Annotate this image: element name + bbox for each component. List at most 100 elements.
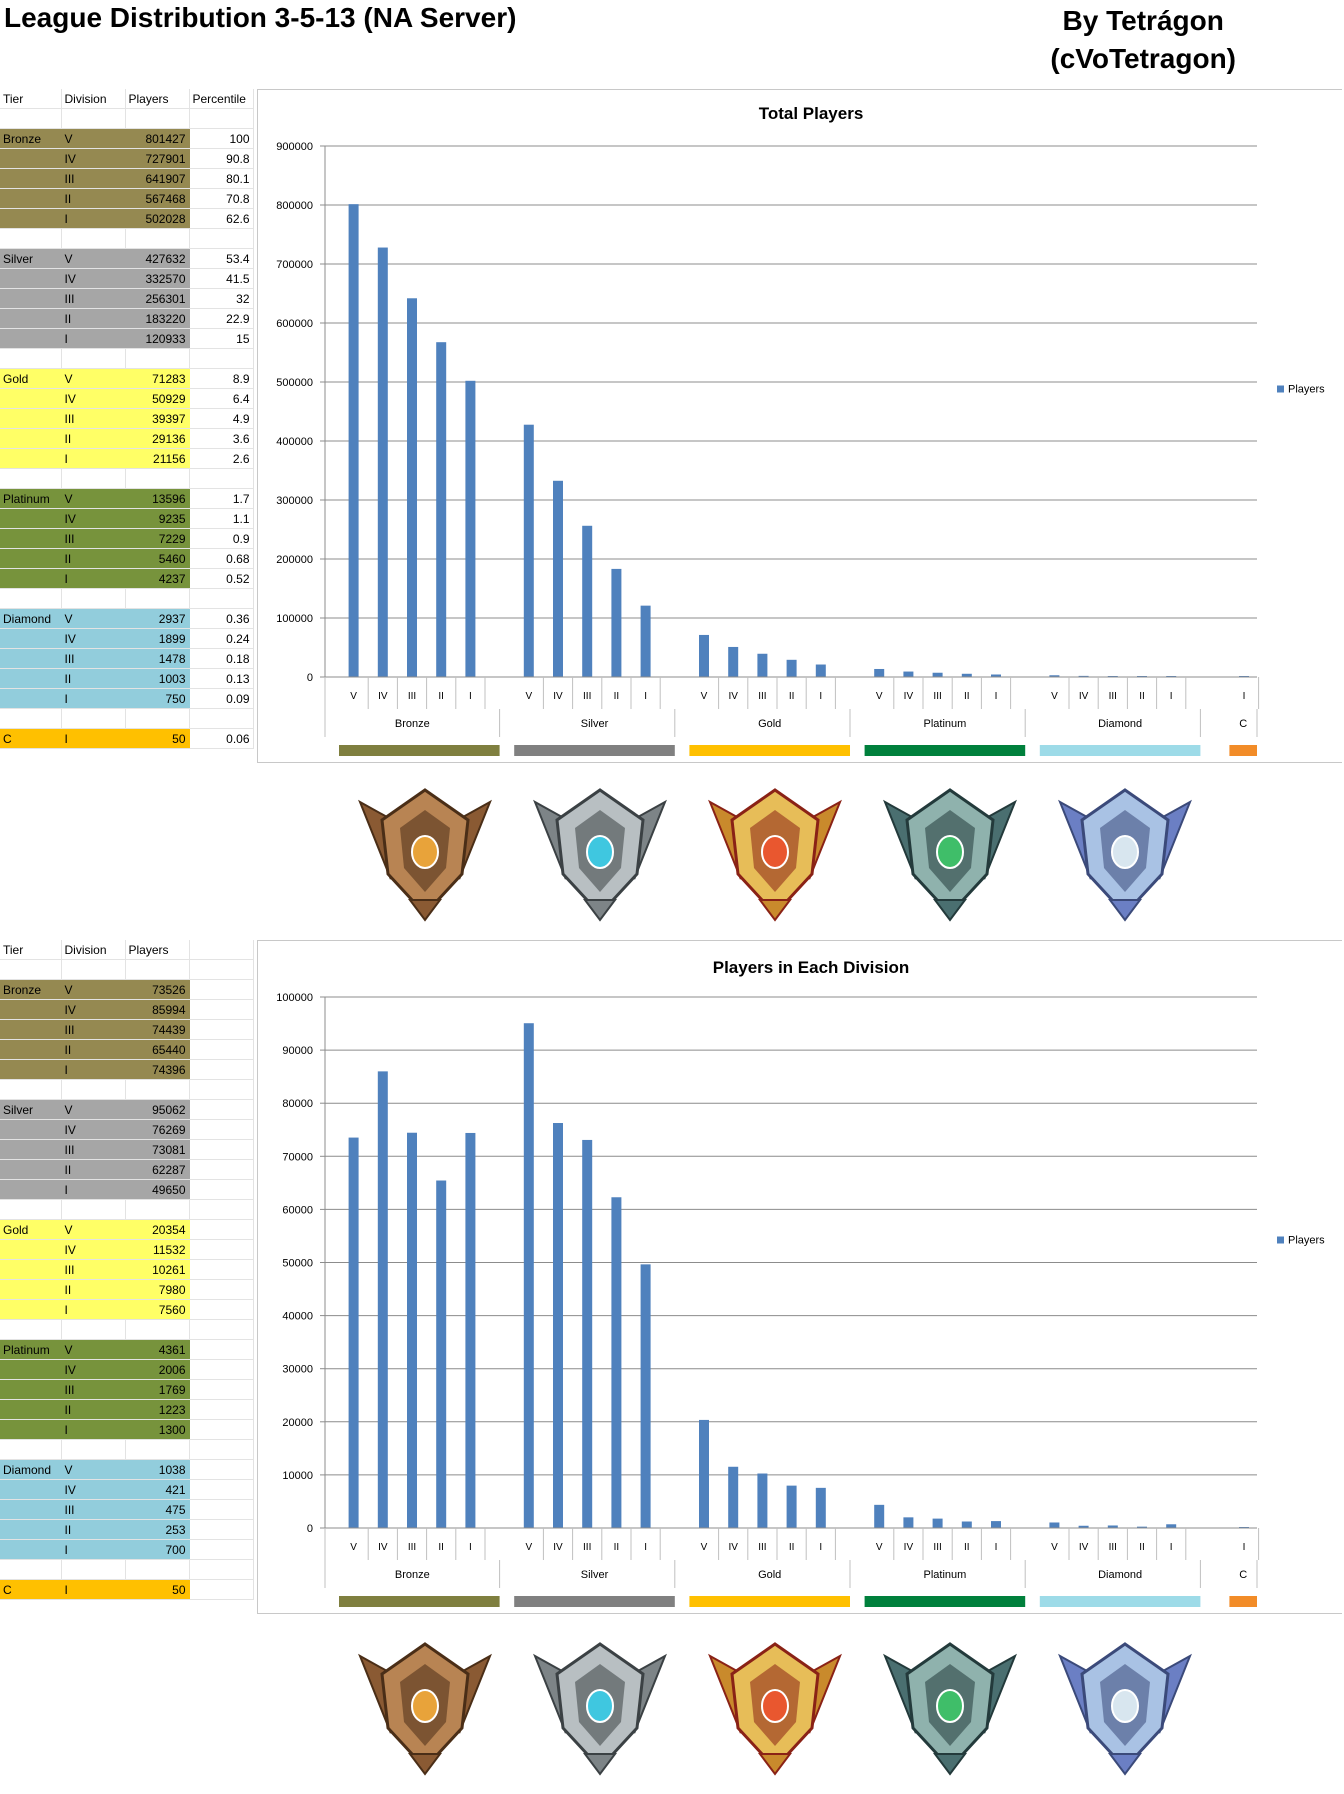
x-tick-label: II	[1139, 1542, 1145, 1553]
silver-emblem-icon	[525, 1636, 675, 1776]
bar	[640, 1264, 651, 1528]
division-cell: I	[61, 1539, 126, 1560]
tier-color-band	[689, 1596, 850, 1607]
players-cell: 50	[125, 1579, 190, 1600]
x-tick-label: IV	[378, 1542, 388, 1553]
bar	[815, 1487, 826, 1528]
empty-cell	[189, 1539, 254, 1560]
division-cell: IV	[61, 1239, 126, 1260]
tier-cell	[0, 388, 62, 409]
tier-color-band	[864, 1596, 1026, 1607]
bar	[582, 1139, 593, 1528]
players-cell: 2937	[125, 608, 190, 629]
percentile-cell: 100	[189, 128, 254, 149]
table-row: IV 332570 41.5	[0, 268, 254, 289]
y-tick-label: 100000	[276, 992, 313, 1004]
bar	[348, 1137, 359, 1528]
x-tick-label: II	[1139, 691, 1145, 702]
table-row: IV 9235 1.1	[0, 508, 254, 529]
tier-cell	[0, 1139, 62, 1160]
tier-cell	[0, 148, 62, 169]
diamond-emblem-icon	[1050, 1636, 1200, 1776]
y-tick-label: 30000	[282, 1364, 313, 1376]
division-cell: I	[61, 1419, 126, 1440]
division-cell: IV	[61, 148, 126, 169]
division-cell: I	[61, 688, 126, 709]
x-tick-label: V	[701, 691, 708, 702]
bar	[611, 568, 622, 677]
percentile-cell: 80.1	[189, 168, 254, 189]
empty-cell	[189, 1479, 254, 1500]
x-tick-label: II	[614, 1542, 620, 1553]
x-tick-label: V	[1051, 1542, 1058, 1553]
division-cell: III	[61, 648, 126, 669]
percentile-cell: 1.1	[189, 508, 254, 529]
chart-title: Players in Each Division	[713, 958, 910, 977]
table-row: Gold V 20354	[0, 1219, 254, 1240]
percentile-cell: 3.6	[189, 428, 254, 449]
division-cell: III	[61, 1259, 126, 1280]
y-tick-label: 0	[307, 672, 313, 684]
y-tick-label: 500000	[276, 377, 313, 389]
table-row: I 120933 15	[0, 328, 254, 349]
players-cell: 29136	[125, 428, 190, 449]
table-row: Platinum V 4361	[0, 1339, 254, 1360]
table-row: I 7560	[0, 1299, 254, 1320]
x-tick-label: III	[408, 1542, 416, 1553]
x-tick-label: IV	[1079, 1542, 1089, 1553]
tier-cell	[0, 448, 62, 469]
x-tick-label: I	[1170, 691, 1173, 702]
tier-cell	[0, 1499, 62, 1520]
players-cell: 120933	[125, 328, 190, 349]
bar	[903, 671, 914, 677]
division-cell: II	[61, 1519, 126, 1540]
table-row: I 49650	[0, 1179, 254, 1200]
tier-cell	[0, 999, 62, 1020]
chart-svg: Total Players 0 100000 200000 300000 400000 50…	[276, 104, 1325, 756]
x-group-label: C	[1239, 1569, 1247, 1581]
table-row: IV 727901 90.8	[0, 148, 254, 169]
empty-cell	[189, 1039, 254, 1060]
players-cell: 74439	[125, 1019, 190, 1040]
y-tick-label: 200000	[276, 554, 313, 566]
platinum-emblem-icon	[875, 782, 1025, 922]
table-row: IV 421	[0, 1479, 254, 1500]
tier-cell	[0, 1419, 62, 1440]
bar	[699, 634, 709, 677]
bar	[991, 1521, 1001, 1528]
tier-cell	[0, 1259, 62, 1280]
division-cell: IV	[61, 999, 126, 1020]
x-tick-label: I	[819, 1542, 822, 1553]
blank-row	[0, 1439, 254, 1460]
players-cell: 750	[125, 688, 190, 709]
y-tick-label: 300000	[276, 495, 313, 507]
table-row: Gold V 71283 8.9	[0, 368, 254, 389]
division-cell: I	[61, 208, 126, 229]
empty-cell	[189, 1119, 254, 1140]
percentile-cell: 32	[189, 288, 254, 309]
table-row: Silver V 427632 53.4	[0, 248, 254, 269]
table-row: II 183220 22.9	[0, 308, 254, 329]
division-cell: V	[61, 608, 126, 629]
table-row: IV 1899 0.24	[0, 628, 254, 649]
y-tick-label: 10000	[282, 1470, 313, 1482]
x-tick-label: V	[876, 1542, 883, 1553]
x-tick-label: II	[964, 691, 970, 702]
page-title: League Distribution 3-5-13 (NA Server)	[4, 2, 517, 33]
empty-cell	[189, 1419, 254, 1440]
bar	[553, 1123, 563, 1528]
tier-cell	[0, 1239, 62, 1260]
x-tick-label: I	[1243, 691, 1246, 702]
empty-cell	[189, 1359, 254, 1380]
tier-cell	[0, 328, 62, 349]
blank-row	[0, 1319, 254, 1340]
x-tick-label: II	[438, 1542, 444, 1553]
total-players-chart: Total Players 0 100000 200000 300000 400000 50…	[257, 89, 1342, 763]
table-row: II 567468 70.8	[0, 188, 254, 209]
table-row: II 5460 0.68	[0, 548, 254, 569]
players-cell: 256301	[125, 288, 190, 309]
division-cell: III	[61, 1499, 126, 1520]
division-cell: V	[61, 1219, 126, 1240]
y-tick-label: 80000	[282, 1098, 313, 1110]
x-tick-label: IV	[553, 691, 563, 702]
